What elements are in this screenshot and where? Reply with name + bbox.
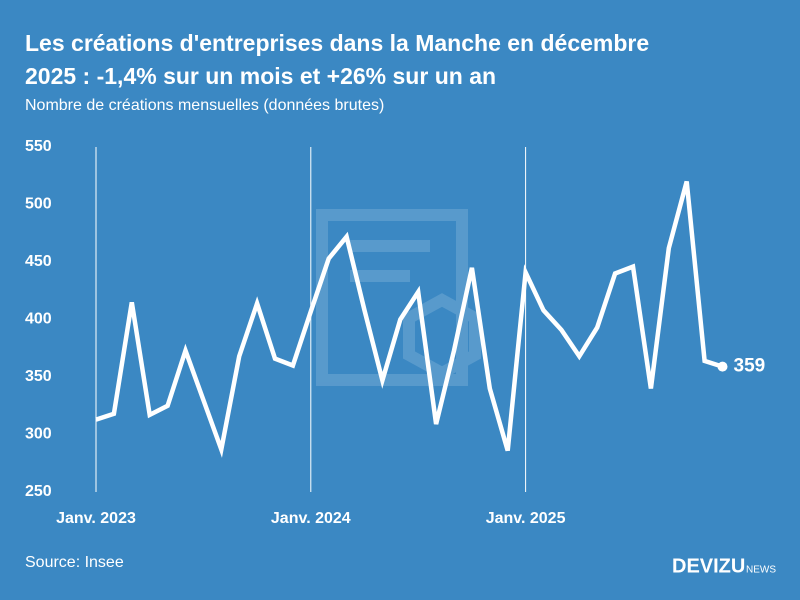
y-tick-label: 400 (25, 311, 52, 328)
y-tick-label: 500 (25, 196, 52, 213)
brand-suffix: NEWS (746, 565, 776, 576)
brand: DEVIZU (672, 555, 745, 577)
line (95, 180, 724, 458)
data-label: 359 (734, 356, 766, 377)
x-tick-label: Janv. 2025 (486, 510, 566, 527)
end-point (717, 361, 728, 372)
chart-title: 2025 : -1,4% sur un mois et +26% sur un … (25, 63, 496, 89)
x-tick-label: Janv. 2024 (271, 510, 351, 527)
source: Source: Insee (25, 554, 124, 571)
y-tick-label: 300 (25, 426, 52, 443)
y-tick-label: 450 (25, 253, 52, 270)
chart-title: Les créations d'entreprises dans la Manc… (25, 30, 649, 56)
y-tick-label: 350 (25, 368, 52, 385)
chart-subtitle: Nombre de créations mensuelles (données … (25, 97, 384, 114)
y-tick-label: 550 (25, 138, 52, 155)
x-tick-label: Janv. 2023 (56, 510, 136, 527)
y-tick-label: 250 (25, 483, 52, 500)
watermark (316, 209, 481, 386)
